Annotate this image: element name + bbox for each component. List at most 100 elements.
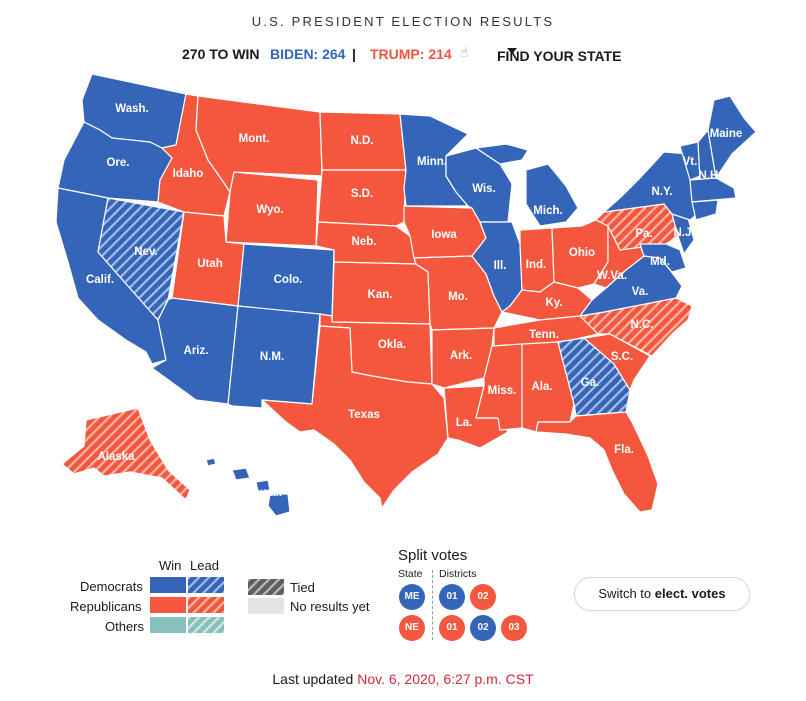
page-title: U.S. PRESIDENT ELECTION RESULTS bbox=[251, 14, 555, 29]
last-updated-label: Last updated bbox=[272, 671, 354, 687]
split-state-label: State bbox=[398, 568, 423, 580]
label-ms: Miss. bbox=[488, 385, 517, 397]
tally-bar: 270 TO WIN BIDEN: 264 | TRUMP: 214 ☝ FIN… bbox=[0, 44, 806, 66]
label-az: Ariz. bbox=[184, 345, 209, 357]
state-ak[interactable] bbox=[61, 407, 191, 501]
split-me-district-1[interactable]: 01 bbox=[439, 584, 465, 610]
state-fl[interactable] bbox=[535, 411, 659, 513]
label-nd: N.D. bbox=[351, 135, 374, 147]
last-updated-timestamp: Nov. 6, 2020, 6:27 p.m. CST bbox=[357, 671, 534, 687]
state-tx[interactable] bbox=[261, 325, 449, 509]
label-nv: Nev. bbox=[134, 246, 157, 258]
label-la: La. bbox=[456, 417, 473, 429]
legend-rep-lead-swatch bbox=[188, 597, 224, 613]
label-ak: Alaska bbox=[97, 451, 135, 463]
label-ca: Calif. bbox=[86, 274, 114, 286]
label-ky: Ky. bbox=[545, 297, 562, 309]
legend-tied-swatch bbox=[248, 579, 284, 595]
label-ga: Ga. bbox=[581, 377, 600, 389]
label-wy: Wyo. bbox=[256, 204, 283, 216]
legend-republicans-label: Republicans bbox=[70, 599, 142, 614]
label-ny: N.Y. bbox=[651, 186, 672, 198]
label-ar: Ark. bbox=[450, 350, 472, 362]
legend-dem-lead-swatch bbox=[188, 577, 224, 593]
legend-oth-lead-swatch bbox=[188, 617, 224, 633]
find-state-label: FIND YOUR STATE bbox=[497, 48, 622, 64]
caret-down-icon bbox=[507, 48, 517, 54]
split-ne-district-3[interactable]: 03 bbox=[501, 615, 527, 641]
label-pa: Pa. bbox=[635, 228, 652, 240]
legend-lead-header: Lead bbox=[190, 558, 219, 573]
legend-democrats-label: Democrats bbox=[80, 579, 143, 594]
hand-pointer-icon: ☝ bbox=[460, 44, 469, 60]
state-ct[interactable] bbox=[691, 199, 719, 221]
label-ne: Neb. bbox=[352, 236, 377, 248]
legend-no-results-swatch bbox=[248, 598, 284, 614]
label-me: Maine bbox=[710, 128, 743, 140]
label-tx: Texas bbox=[348, 409, 380, 421]
tally-separator: | bbox=[352, 46, 356, 62]
state-ma[interactable] bbox=[689, 177, 737, 203]
trump-total: TRUMP: 214 bbox=[370, 46, 452, 62]
state-hi-2[interactable] bbox=[231, 467, 251, 481]
legend-rep-win-swatch bbox=[150, 597, 186, 613]
label-co: Colo. bbox=[274, 274, 303, 286]
label-mi: Mich. bbox=[533, 205, 562, 217]
label-nc: N.C. bbox=[631, 319, 654, 331]
legend-tied-label: Tied bbox=[290, 580, 315, 595]
label-nh: N.H. bbox=[699, 170, 722, 182]
label-wi: Wis. bbox=[472, 183, 496, 195]
label-sd: S.D. bbox=[351, 188, 373, 200]
switch-elect-votes-button[interactable]: Switch to elect. votes bbox=[574, 577, 750, 611]
split-votes-title: Split votes bbox=[398, 547, 468, 564]
split-me-state[interactable]: ME bbox=[399, 584, 425, 610]
legend-no-results-label: No results yet bbox=[290, 599, 370, 614]
label-wv: W.Va. bbox=[597, 270, 627, 282]
label-va: Va. bbox=[632, 286, 649, 298]
label-nm: N.M. bbox=[260, 351, 284, 363]
state-sd[interactable] bbox=[317, 169, 407, 227]
label-vt: Vt. bbox=[683, 156, 698, 168]
legend-others-label: Others bbox=[105, 619, 145, 634]
label-mn: Minn. bbox=[417, 156, 447, 168]
state-nm[interactable] bbox=[227, 305, 321, 409]
legend-dem-win-swatch bbox=[150, 577, 186, 593]
state-hi-1[interactable] bbox=[205, 457, 217, 467]
label-wa: Wash. bbox=[115, 103, 148, 115]
state-wy[interactable] bbox=[225, 171, 319, 247]
last-updated: Last updated Nov. 6, 2020, 6:27 p.m. CST bbox=[0, 671, 806, 687]
legend-oth-win-swatch bbox=[150, 617, 186, 633]
state-mi[interactable] bbox=[475, 143, 579, 227]
label-in: Ind. bbox=[526, 259, 546, 271]
label-tn: Tenn. bbox=[529, 329, 559, 341]
label-ks: Kan. bbox=[368, 289, 393, 301]
split-ne-district-2[interactable]: 02 bbox=[470, 615, 496, 641]
split-ne-district-1[interactable]: 01 bbox=[439, 615, 465, 641]
state-me[interactable] bbox=[707, 95, 757, 179]
split-me-district-2[interactable]: 02 bbox=[470, 584, 496, 610]
biden-total: BIDEN: 264 bbox=[270, 46, 346, 62]
label-il: Ill. bbox=[494, 260, 507, 272]
label-ok: Okla. bbox=[378, 339, 406, 351]
label-hi: Hawaii bbox=[246, 487, 282, 499]
label-al: Ala. bbox=[531, 381, 552, 393]
to-win-label: 270 TO WIN bbox=[182, 46, 260, 62]
label-nj: N.J. bbox=[673, 227, 694, 239]
switch-prefix: Switch to bbox=[598, 586, 652, 601]
split-districts-label: Districts bbox=[439, 568, 477, 580]
split-ne-state[interactable]: NE bbox=[399, 615, 425, 641]
switch-bold: elect. votes bbox=[654, 586, 726, 601]
split-divider bbox=[432, 570, 433, 640]
state-hi-4[interactable] bbox=[267, 493, 291, 517]
label-mo: Mo. bbox=[448, 291, 468, 303]
label-oh: Ohio bbox=[569, 247, 595, 259]
state-md[interactable] bbox=[639, 243, 687, 273]
legend-win-header: Win bbox=[159, 558, 182, 573]
label-md: Md. bbox=[650, 256, 670, 268]
label-fl: Fla. bbox=[614, 444, 634, 456]
label-mt: Mont. bbox=[239, 133, 270, 145]
state-hi-3[interactable] bbox=[255, 479, 271, 493]
label-id: Idaho bbox=[173, 168, 204, 180]
label-ut: Utah bbox=[197, 258, 223, 270]
